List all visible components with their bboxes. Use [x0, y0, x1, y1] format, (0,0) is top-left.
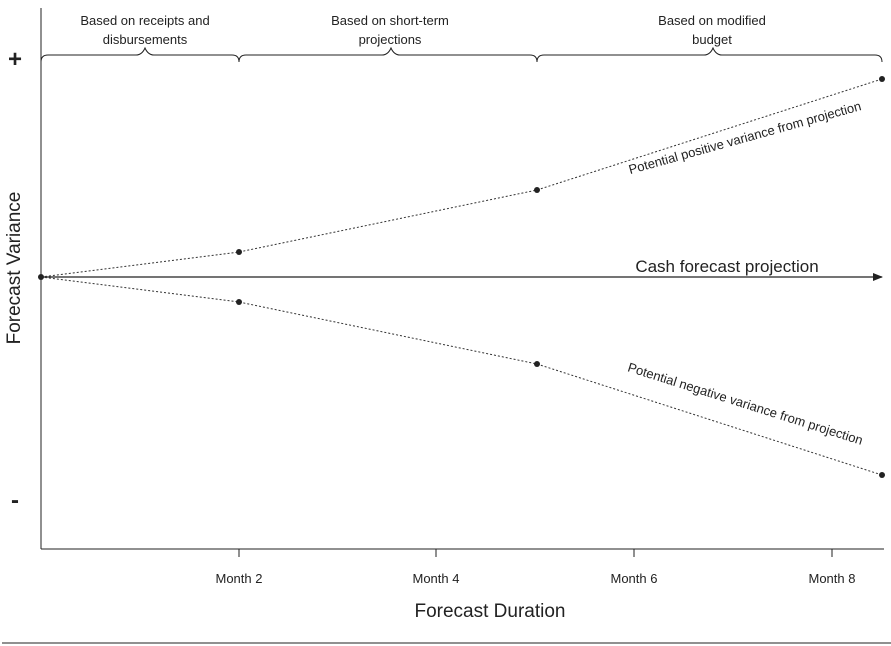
negative-point-end: [879, 472, 885, 478]
negative-variance-line: [40, 276, 883, 476]
x-tick-label-month-6: Month 6: [611, 571, 658, 586]
phase-3-brace: [536, 46, 883, 63]
positive-variance-label: Potential positive variance from project…: [627, 98, 863, 177]
phase-1-line1: Based on receipts and: [80, 13, 209, 28]
negative-variance-label: Potential negative variance from project…: [626, 360, 865, 448]
positive-variance-line: [40, 78, 883, 278]
positive-point-month-2: [236, 249, 242, 255]
phase-2-line2: projections: [359, 32, 422, 47]
positive-point-end: [879, 76, 885, 82]
x-axis-title: Forecast Duration: [414, 601, 565, 622]
x-tick-label-month-2: Month 2: [216, 571, 263, 586]
x-tick-label-month-4: Month 4: [413, 571, 460, 586]
phase-1-line2: disbursements: [103, 32, 188, 47]
phase-1-brace: [40, 46, 240, 63]
y-axis-minus-sign: -: [11, 487, 19, 514]
phase-2-line1: Based on short-term: [331, 13, 449, 28]
negative-point-month-5: [534, 361, 540, 367]
origin-point: [38, 274, 44, 280]
y-axis-plus-sign: +: [8, 46, 22, 73]
phase-3-line2: budget: [692, 32, 732, 47]
phase-3-line1: Based on modified: [658, 13, 766, 28]
projection-label: Cash forecast projection: [635, 257, 818, 276]
y-axis-title: Forecast Variance: [4, 192, 25, 345]
negative-point-month-2: [236, 299, 242, 305]
positive-point-month-5: [534, 187, 540, 193]
phase-2-brace: [238, 46, 538, 63]
x-tick-label-month-8: Month 8: [809, 571, 856, 586]
